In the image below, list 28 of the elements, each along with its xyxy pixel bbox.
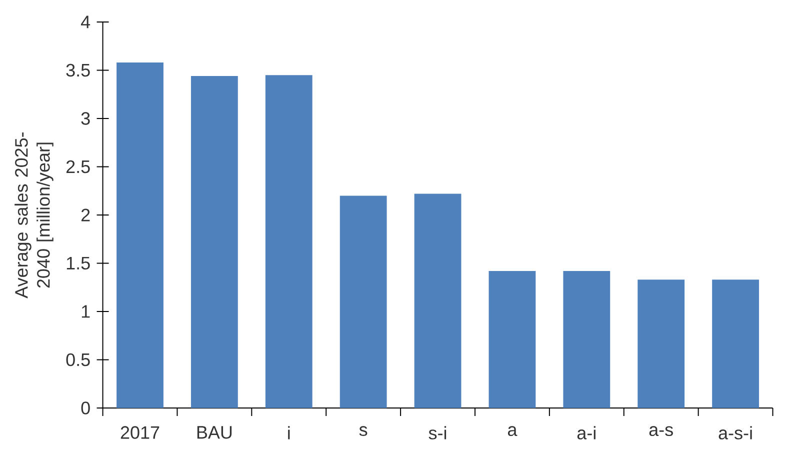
y-tick-label: 2.5 xyxy=(66,160,90,174)
bar xyxy=(340,196,387,408)
x-tick-label: s-i xyxy=(428,426,446,440)
x-tick-label: BAU xyxy=(197,426,232,439)
y-tick-label: 0 xyxy=(81,402,90,414)
bar xyxy=(414,194,462,408)
x-tick-label: a-s-i xyxy=(718,426,752,440)
x-tick-label: a-s xyxy=(649,426,673,436)
x-tick-label: s xyxy=(359,426,368,436)
y-tick-label: 1 xyxy=(82,305,90,318)
bar xyxy=(638,280,685,408)
y-tick-label: 4 xyxy=(80,16,90,28)
bar xyxy=(265,75,312,408)
y-axis-title: Average sales 2025-2040 [million/year] xyxy=(14,132,54,298)
y-tick-label: 2 xyxy=(81,208,90,222)
y-tick-label: 1.5 xyxy=(66,256,90,270)
x-tick-label: a xyxy=(508,426,518,436)
bar xyxy=(488,270,536,408)
bar xyxy=(191,76,238,408)
bar xyxy=(116,62,164,408)
bar xyxy=(563,270,610,408)
x-tick-label: 2017 xyxy=(120,426,160,439)
y-tick-label: 3 xyxy=(81,112,90,125)
y-tick-label: 3.5 xyxy=(66,64,90,77)
x-tick-label: a-i xyxy=(577,426,596,440)
bar xyxy=(712,280,759,408)
x-tick-label: i xyxy=(288,426,290,440)
y-tick-label: 0.5 xyxy=(66,353,90,366)
